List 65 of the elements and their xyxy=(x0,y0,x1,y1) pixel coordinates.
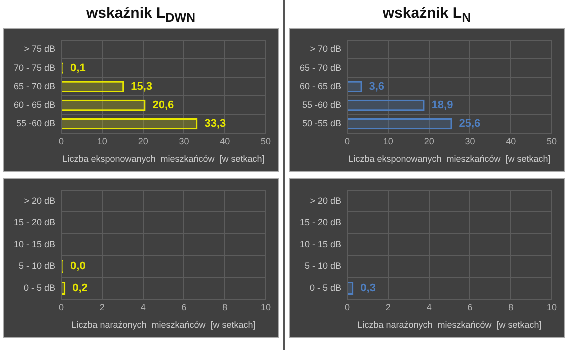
x-tick-label: 2 xyxy=(100,302,105,312)
data-label: 18,9 xyxy=(432,100,454,112)
x-tick-label: 0 xyxy=(59,136,64,146)
y-tick-label: 5 - 10 dB xyxy=(304,261,342,272)
bar xyxy=(62,81,124,92)
bar xyxy=(348,100,425,112)
x-tick-label: 8 xyxy=(508,302,514,312)
x-tick-label: 6 xyxy=(468,302,473,312)
y-tick-label: 70 - 75 dB xyxy=(14,62,56,73)
x-axis-title: Liczba narażonych mieszkańców [w setkach] xyxy=(72,320,256,330)
x-tick-label: 20 xyxy=(138,136,148,146)
x-axis-title: Liczba narażonych mieszkańców [w setkach] xyxy=(358,320,542,330)
data-label: 0,2 xyxy=(72,282,88,295)
x-tick-label: 10 xyxy=(383,136,394,146)
x-tick-label: 6 xyxy=(182,302,187,312)
bar xyxy=(348,118,452,130)
y-tick-label: 10 - 15 dB xyxy=(14,239,56,250)
y-tick-label: 10 - 15 dB xyxy=(300,239,342,250)
x-tick-label: 4 xyxy=(140,302,146,312)
x-tick-label: 10 xyxy=(546,302,558,312)
y-tick-label: 15 - 20 dB xyxy=(14,218,56,228)
y-tick-label: 5 - 10 dB xyxy=(18,261,56,272)
y-tick-label: 60 - 65 dB xyxy=(14,100,56,110)
data-label: 3,6 xyxy=(369,80,385,93)
x-tick-label: 30 xyxy=(465,136,476,146)
x-axis-title: Liczba eksponowanych mieszkańców [w setkach] xyxy=(62,154,265,164)
y-tick-label: 0 - 5 dB xyxy=(310,282,342,293)
x-tick-label: 50 xyxy=(546,136,558,146)
data-label: 0,0 xyxy=(70,260,86,273)
y-tick-label: > 70 dB xyxy=(310,44,342,54)
y-tick-label: > 20 dB xyxy=(310,196,342,206)
x-tick-label: 10 xyxy=(97,136,108,146)
x-tick-label: 0 xyxy=(345,302,350,312)
y-tick-label: 15 - 20 dB xyxy=(300,218,342,228)
chart-title: wskaźnik L$_{DWN}$ xyxy=(85,4,197,27)
y-tick-label: > 20 dB xyxy=(24,196,56,206)
data-label: 25,6 xyxy=(459,118,481,130)
x-tick-label: 0 xyxy=(59,302,64,312)
data-label: 33,3 xyxy=(204,118,226,130)
y-tick-label: 65 - 70 dB xyxy=(14,81,56,92)
data-label: 20,6 xyxy=(152,100,174,112)
x-tick-label: 20 xyxy=(424,136,434,146)
y-tick-label: 65 - 70 dB xyxy=(300,62,342,73)
data-label: 0,1 xyxy=(70,62,86,74)
x-tick-label: 50 xyxy=(260,136,272,146)
x-tick-label: 2 xyxy=(386,302,391,312)
x-tick-label: 30 xyxy=(179,136,190,146)
y-tick-label: 50 -55 dB xyxy=(302,118,342,129)
y-tick-label: 60 - 65 dB xyxy=(300,81,342,92)
y-tick-label: 55 -60 dB xyxy=(302,100,342,110)
data-label: 15,3 xyxy=(131,80,153,93)
y-tick-label: 55 -60 dB xyxy=(16,118,56,129)
x-tick-label: 10 xyxy=(260,302,272,312)
x-tick-label: 4 xyxy=(426,302,432,312)
chart-title: wskaźnik L$_{N}$ xyxy=(382,4,472,27)
x-axis-title: Liczba eksponowanych mieszkańców [w setkach] xyxy=(348,154,551,164)
y-tick-label: 0 - 5 dB xyxy=(24,282,56,293)
data-label: 0,3 xyxy=(360,282,376,295)
bar xyxy=(62,118,198,130)
x-tick-label: 40 xyxy=(506,136,516,146)
x-tick-label: 0 xyxy=(345,136,350,146)
bar xyxy=(62,100,146,112)
y-tick-label: > 75 dB xyxy=(24,44,56,54)
x-tick-label: 40 xyxy=(220,136,230,146)
x-tick-label: 8 xyxy=(222,302,228,312)
